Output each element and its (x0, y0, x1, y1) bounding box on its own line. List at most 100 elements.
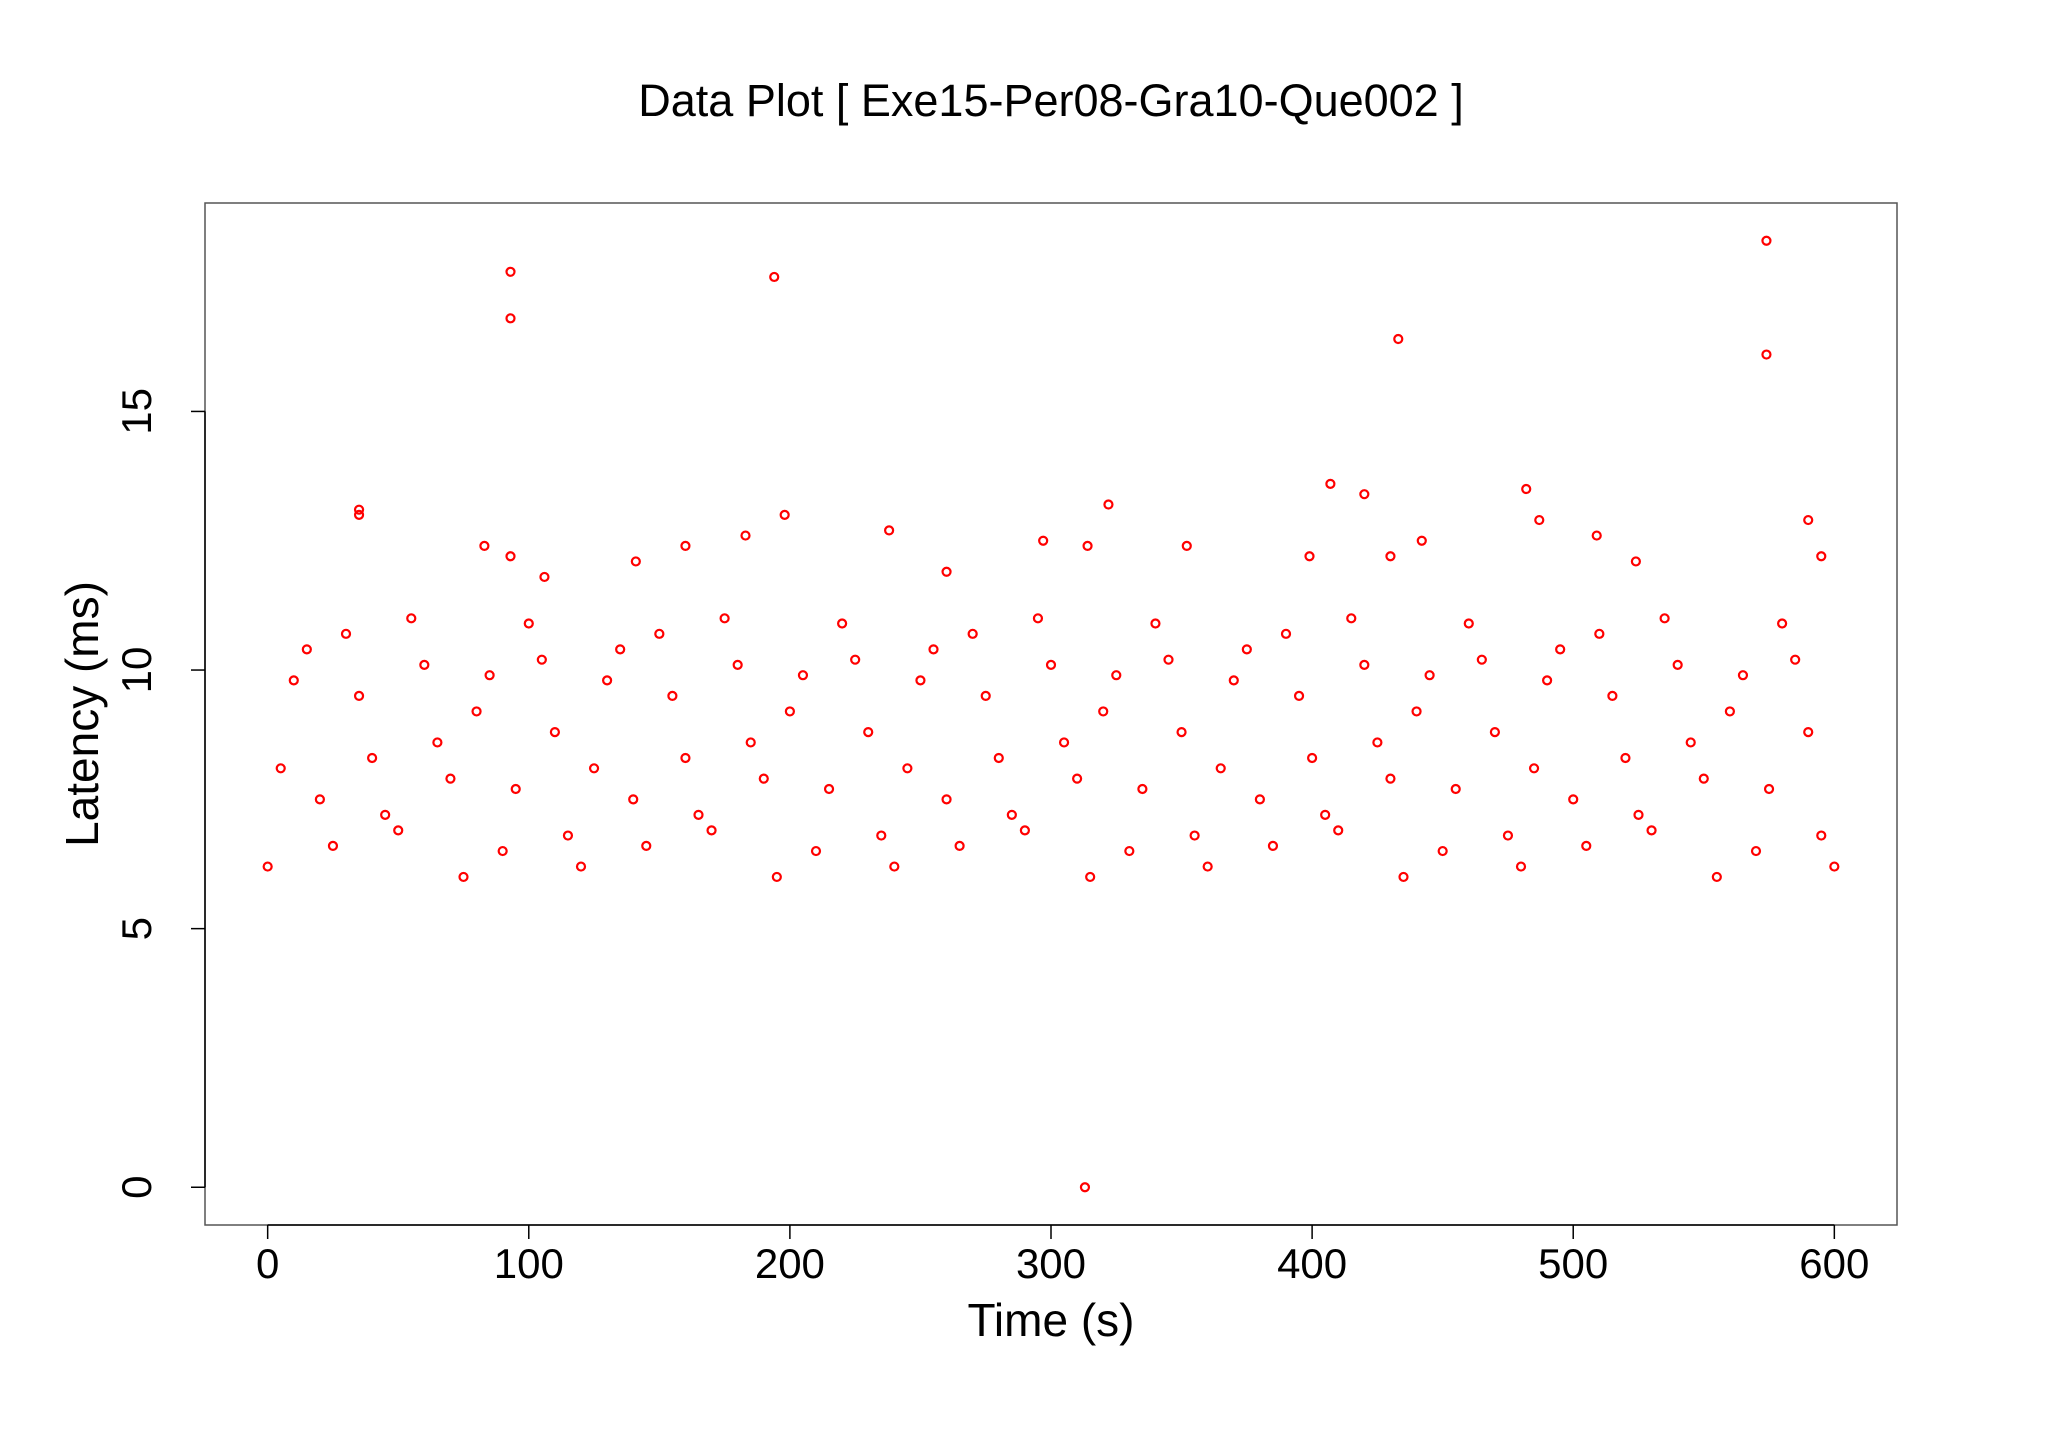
point (1659, 613, 1670, 624)
point (536, 654, 547, 665)
point (889, 861, 900, 872)
point (1761, 235, 1772, 246)
point (1633, 809, 1644, 820)
point (1698, 773, 1709, 784)
point (1293, 690, 1305, 701)
point (327, 840, 339, 851)
point (915, 675, 926, 686)
point (1267, 840, 1279, 851)
point (928, 644, 939, 655)
point (1137, 783, 1148, 795)
point (1079, 1182, 1091, 1193)
point (1111, 670, 1122, 681)
point (1581, 840, 1592, 851)
point (602, 675, 613, 686)
point (1555, 644, 1566, 655)
point (353, 504, 365, 515)
point (745, 737, 756, 748)
point (1685, 737, 1696, 748)
point (1816, 830, 1827, 841)
point (1393, 333, 1404, 345)
point (884, 525, 895, 536)
x-tick-label: 200 (755, 1240, 825, 1287)
point (993, 752, 1004, 764)
point (771, 871, 782, 883)
point (902, 763, 913, 774)
point (1502, 830, 1514, 841)
point (1372, 737, 1383, 748)
x-tick-label: 300 (1016, 1240, 1086, 1287)
point (1411, 706, 1422, 717)
point (505, 313, 516, 324)
point (740, 530, 751, 541)
point (1098, 706, 1109, 717)
point (1790, 654, 1801, 665)
point (1163, 654, 1174, 665)
point (628, 794, 639, 805)
point (1085, 871, 1096, 883)
point (837, 618, 848, 629)
point (262, 861, 273, 872)
point (314, 794, 325, 805)
point (1228, 675, 1239, 686)
y-tick-label: 5 (113, 917, 160, 940)
point (432, 737, 443, 748)
y-tick-label: 10 (113, 647, 160, 694)
point (1534, 514, 1545, 526)
point (941, 794, 952, 805)
y-tick-label: 15 (113, 388, 160, 435)
point (719, 613, 730, 624)
point (1072, 773, 1083, 784)
point (419, 659, 430, 670)
point (980, 690, 991, 701)
x-tick-label: 0 (256, 1240, 279, 1287)
point (479, 540, 490, 552)
point (1521, 483, 1532, 495)
point (1711, 871, 1722, 883)
point (1307, 752, 1318, 764)
point (1215, 763, 1226, 774)
point (680, 752, 691, 764)
point (393, 825, 404, 836)
point (505, 551, 516, 562)
point (505, 266, 516, 277)
point (1672, 659, 1683, 670)
point (1630, 556, 1641, 567)
point (353, 509, 365, 520)
point (445, 773, 456, 784)
point (1777, 618, 1788, 629)
point (1763, 783, 1775, 795)
point (1032, 613, 1044, 624)
point (1737, 670, 1749, 681)
point (406, 613, 417, 624)
point (1450, 783, 1461, 795)
point (1320, 809, 1331, 820)
point (876, 830, 887, 841)
point (1038, 535, 1049, 546)
point (797, 670, 809, 681)
point (1385, 551, 1396, 562)
point (340, 628, 352, 639)
point (1568, 794, 1579, 805)
point (1620, 752, 1631, 764)
point (967, 628, 978, 639)
point (1359, 489, 1370, 500)
point (1103, 499, 1114, 510)
x-tick-label: 100 (494, 1240, 564, 1287)
point (1750, 845, 1762, 857)
point (641, 840, 652, 851)
point (549, 727, 560, 738)
point (1594, 628, 1605, 639)
point (1189, 830, 1200, 841)
point (1816, 551, 1827, 562)
point (484, 670, 495, 681)
point (810, 845, 822, 857)
point (1724, 706, 1735, 717)
point (1124, 845, 1135, 857)
point (1385, 773, 1396, 784)
point (1528, 763, 1540, 774)
point (823, 783, 835, 795)
point (471, 706, 482, 717)
point (1591, 530, 1602, 541)
